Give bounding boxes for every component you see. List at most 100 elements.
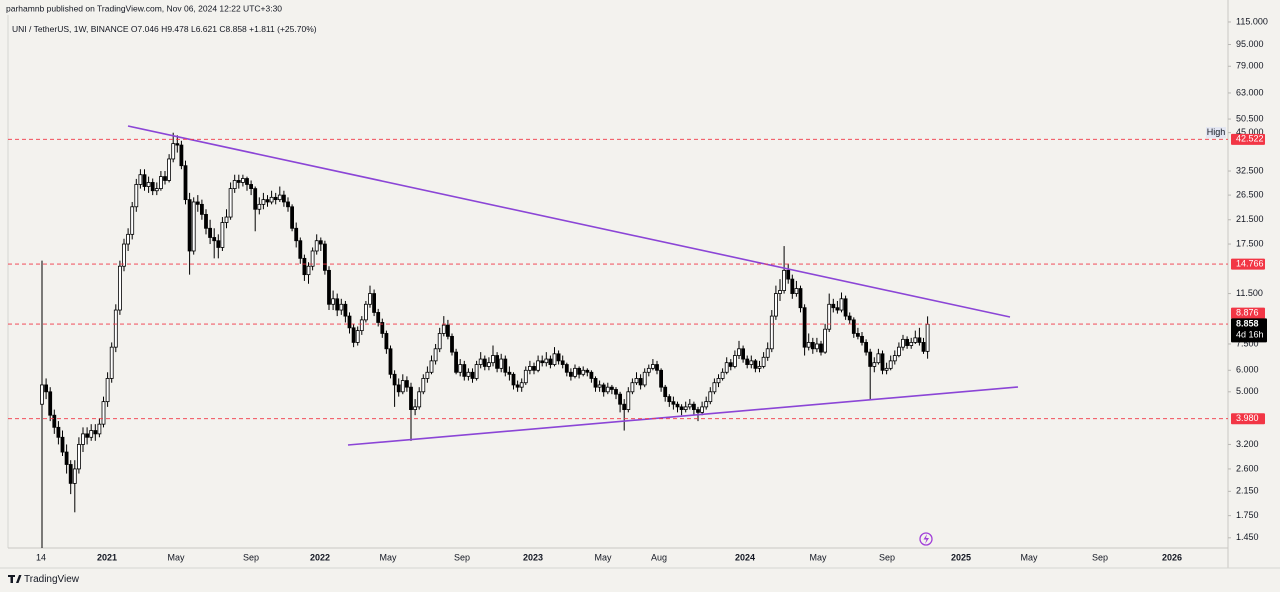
candles	[40, 132, 930, 548]
candle-body	[454, 351, 459, 373]
candle-body	[146, 182, 151, 187]
candle-body	[286, 201, 290, 208]
candle-body	[905, 338, 909, 346]
candle-body	[790, 278, 795, 294]
candle-body	[347, 315, 352, 329]
candle-body	[150, 182, 155, 192]
candle-body	[630, 382, 635, 393]
candle-body	[704, 401, 709, 408]
candle-body	[548, 358, 553, 365]
y-tick-label: 115.000	[1236, 16, 1268, 26]
candle-body	[404, 380, 409, 388]
candle-body	[409, 386, 413, 410]
candle-body	[232, 180, 237, 190]
candle-body	[273, 196, 278, 201]
brand-text: TradingView	[24, 574, 80, 585]
candle-body	[712, 382, 717, 393]
candle-body	[823, 328, 827, 353]
y-tick-label: 26.500	[1236, 189, 1264, 199]
candle-body	[56, 426, 61, 438]
candle-body	[322, 243, 327, 271]
candle-body	[48, 391, 53, 416]
candle-body	[909, 342, 914, 346]
candle-body	[737, 348, 741, 356]
candle-body	[327, 269, 331, 305]
y-tick-label: 7.500	[1236, 338, 1259, 348]
candle-body	[363, 303, 368, 321]
legend-row: UNI / TetherUS, 1W, BINANCE O7.046 H9.47…	[12, 24, 317, 34]
candle-body	[93, 430, 98, 435]
countdown-label: 4d 16h	[1236, 330, 1264, 340]
candle-body	[692, 403, 696, 410]
y-tick-label: 50.500	[1236, 113, 1264, 123]
candle-body	[179, 144, 184, 167]
y-tick-label: 21.500	[1236, 214, 1264, 224]
x-tick-label: 2021	[97, 552, 117, 562]
candle-body	[220, 222, 225, 248]
candle-body	[532, 366, 536, 371]
candle-body	[810, 342, 815, 350]
candle-body	[392, 373, 397, 386]
candle-body	[113, 309, 118, 348]
candle-body	[581, 369, 586, 375]
candle-body	[860, 335, 864, 343]
candle-body	[892, 355, 897, 362]
candle-body	[597, 384, 602, 388]
candle-body	[552, 353, 557, 365]
candle-body	[843, 298, 848, 317]
candle-body	[897, 346, 901, 356]
candle-body	[261, 199, 266, 205]
candle-body	[331, 298, 336, 305]
candle-body	[281, 194, 286, 203]
candle-body	[85, 433, 89, 438]
candle-body	[540, 360, 545, 364]
candle-body	[240, 178, 245, 183]
candle-body	[171, 143, 176, 160]
candle-body	[269, 196, 274, 203]
x-tick-label: 2025	[951, 552, 971, 562]
y-tick-label: 5.000	[1236, 386, 1259, 396]
candle-body	[589, 371, 594, 379]
x-tick-label: Aug	[651, 552, 667, 562]
candle-body	[314, 240, 319, 252]
x-tick-label: Sep	[454, 552, 470, 562]
candle-body	[519, 382, 524, 388]
candle-body	[601, 384, 606, 393]
y-tick-label: 1.750	[1236, 510, 1259, 520]
candle-body	[901, 338, 905, 348]
candle-body	[667, 396, 672, 403]
candle-body	[204, 213, 208, 229]
candle-body	[224, 216, 229, 223]
candle-body	[376, 312, 381, 323]
candle-body	[339, 303, 344, 311]
candle-body	[827, 303, 832, 330]
y-tick-label: 6.000	[1236, 365, 1259, 375]
candle-body	[683, 406, 688, 410]
candle-body	[126, 233, 130, 245]
candle-body	[400, 380, 405, 393]
candle-body	[437, 333, 442, 350]
candle-body	[626, 391, 631, 410]
candle-body	[761, 356, 766, 367]
candle-body	[798, 288, 803, 309]
candle-body	[757, 366, 762, 369]
brand-logo: TradingView	[8, 574, 80, 585]
candle-body	[138, 174, 143, 185]
candle-body	[655, 364, 659, 371]
candle-body	[343, 303, 348, 317]
candle-body	[44, 384, 48, 393]
candle-body	[466, 371, 471, 377]
candle-body	[134, 184, 139, 208]
candle-body	[433, 348, 438, 362]
candle-body	[335, 298, 340, 311]
candle-body	[359, 319, 364, 332]
candle-body	[68, 464, 73, 484]
candle-body	[593, 378, 598, 388]
y-tick-label: 32.500	[1236, 165, 1264, 175]
candle-body	[81, 433, 85, 445]
x-tick-label: 2023	[523, 552, 543, 562]
candle-body	[749, 360, 754, 365]
y-tick-label: 2.150	[1236, 486, 1259, 496]
